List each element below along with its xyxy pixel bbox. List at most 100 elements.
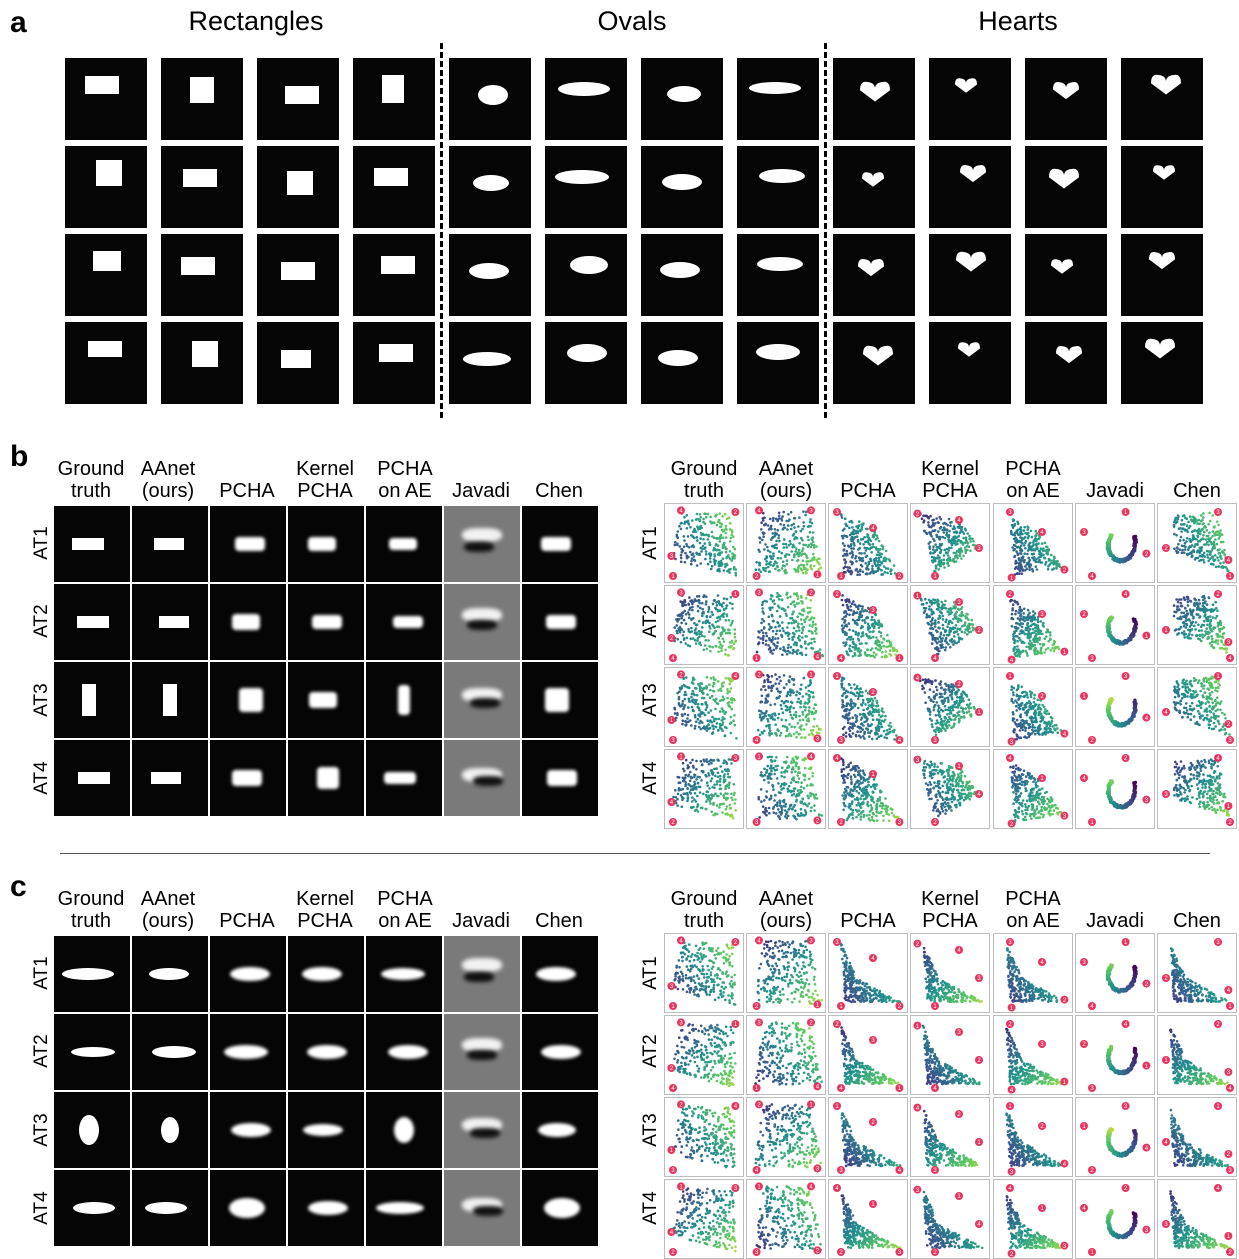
- scatter-point: [684, 691, 687, 694]
- scatter-point: [935, 714, 938, 717]
- scatter-point: [677, 638, 680, 641]
- scatter-point: [678, 696, 681, 699]
- scatter-point: [1219, 552, 1222, 555]
- scatter-point: [1180, 523, 1183, 526]
- scatter-point: [774, 528, 777, 531]
- scatter-point: [786, 730, 789, 733]
- heart-shape: [1121, 322, 1203, 404]
- shape-tile: [1121, 146, 1203, 228]
- scatter-point: [706, 616, 709, 619]
- heart-path: [956, 252, 986, 272]
- scatter-point: [707, 611, 710, 614]
- scatter-point: [847, 569, 850, 572]
- scatter-point: [722, 695, 725, 698]
- scatter-point: [771, 606, 774, 609]
- scatter-point: [861, 625, 864, 628]
- scatter-point: [730, 687, 733, 690]
- scatter-point: [807, 539, 810, 542]
- shape-tile: [929, 322, 1011, 404]
- scatter-point: [731, 701, 734, 704]
- scatter-point: [1034, 640, 1037, 643]
- scatter-point: [680, 617, 683, 620]
- scatter-point: [928, 696, 931, 699]
- scatter-point: [769, 518, 772, 521]
- scatter-point: [815, 628, 818, 631]
- scatter-point: [1211, 638, 1214, 641]
- scatter-point: [700, 550, 703, 553]
- scatter-point: [876, 534, 879, 537]
- scatter-point: [845, 561, 848, 564]
- scatter-point: [1214, 534, 1217, 537]
- rectangle-shape: [192, 341, 218, 367]
- scatter-point: [800, 684, 803, 687]
- panel-b-label: b: [10, 440, 28, 474]
- scatter-point: [950, 630, 953, 633]
- scatter-point: [1055, 567, 1058, 570]
- oval-shape: [658, 350, 698, 366]
- recon-tile: [522, 506, 598, 582]
- scatter-point: [1208, 512, 1211, 515]
- scatter-point: [1051, 720, 1054, 723]
- scatter-point: [957, 633, 960, 636]
- scatter-point: [729, 522, 732, 525]
- scatter-point: [1208, 626, 1211, 629]
- scatter-point: [796, 615, 799, 618]
- scatter-point: [1037, 556, 1040, 559]
- scatter-point: [875, 557, 878, 560]
- scatter-point: [1205, 543, 1208, 546]
- scatter-point: [928, 623, 931, 626]
- scatter-point: [798, 626, 801, 629]
- scatter-point: [966, 532, 969, 535]
- scatter-point: [732, 648, 735, 651]
- scatter-point: [719, 688, 722, 691]
- scatter-point: [929, 718, 932, 721]
- scatter-point: [844, 571, 847, 574]
- scatter-point: [698, 709, 701, 712]
- oval-shape: [756, 344, 800, 360]
- scatter-point: [783, 565, 786, 568]
- scatter-point: [1184, 607, 1187, 610]
- scatter-point: [1017, 602, 1020, 605]
- scatter-point: [939, 543, 942, 546]
- scatter-point: [712, 685, 715, 688]
- scatter-point: [769, 551, 772, 554]
- scatter-point: [862, 699, 865, 702]
- scatter-point: [1053, 640, 1056, 643]
- scatter-point: [797, 698, 800, 701]
- scatter-point: [875, 647, 878, 650]
- scatter-point: [964, 550, 967, 553]
- scatter-point: [857, 525, 860, 528]
- scatter-point: [1218, 565, 1221, 568]
- scatter-point: [789, 694, 792, 697]
- scatter-point: [696, 539, 699, 542]
- scatter-point: [1195, 538, 1198, 541]
- scatter-point: [680, 548, 683, 551]
- scatter-point: [729, 540, 732, 543]
- scatter-point: [803, 705, 806, 708]
- scatter-point: [726, 688, 729, 691]
- scatter-point: [1016, 640, 1019, 643]
- scatter-point: [852, 646, 855, 649]
- scatter-point: [806, 615, 809, 618]
- scatter-point: [939, 617, 942, 620]
- scatter-point: [878, 645, 881, 648]
- scatter-point: [760, 528, 763, 531]
- scatter-point: [934, 622, 937, 625]
- scatter-point: [770, 687, 773, 690]
- scatter-point: [707, 639, 710, 642]
- scatter-point: [691, 681, 694, 684]
- scatter-point: [1022, 641, 1025, 644]
- scatter-point: [1220, 566, 1223, 569]
- heart-shape: [833, 234, 915, 316]
- scatter-point: [771, 713, 774, 716]
- scatter-point: [1047, 565, 1050, 568]
- scatter-point: [1027, 526, 1030, 529]
- scatter-point: [783, 609, 786, 612]
- scatter-point: [845, 710, 848, 713]
- scatter-point: [680, 554, 683, 557]
- scatter-point: [929, 627, 932, 630]
- scatter-point: [762, 519, 765, 522]
- scatter-point: [890, 568, 893, 571]
